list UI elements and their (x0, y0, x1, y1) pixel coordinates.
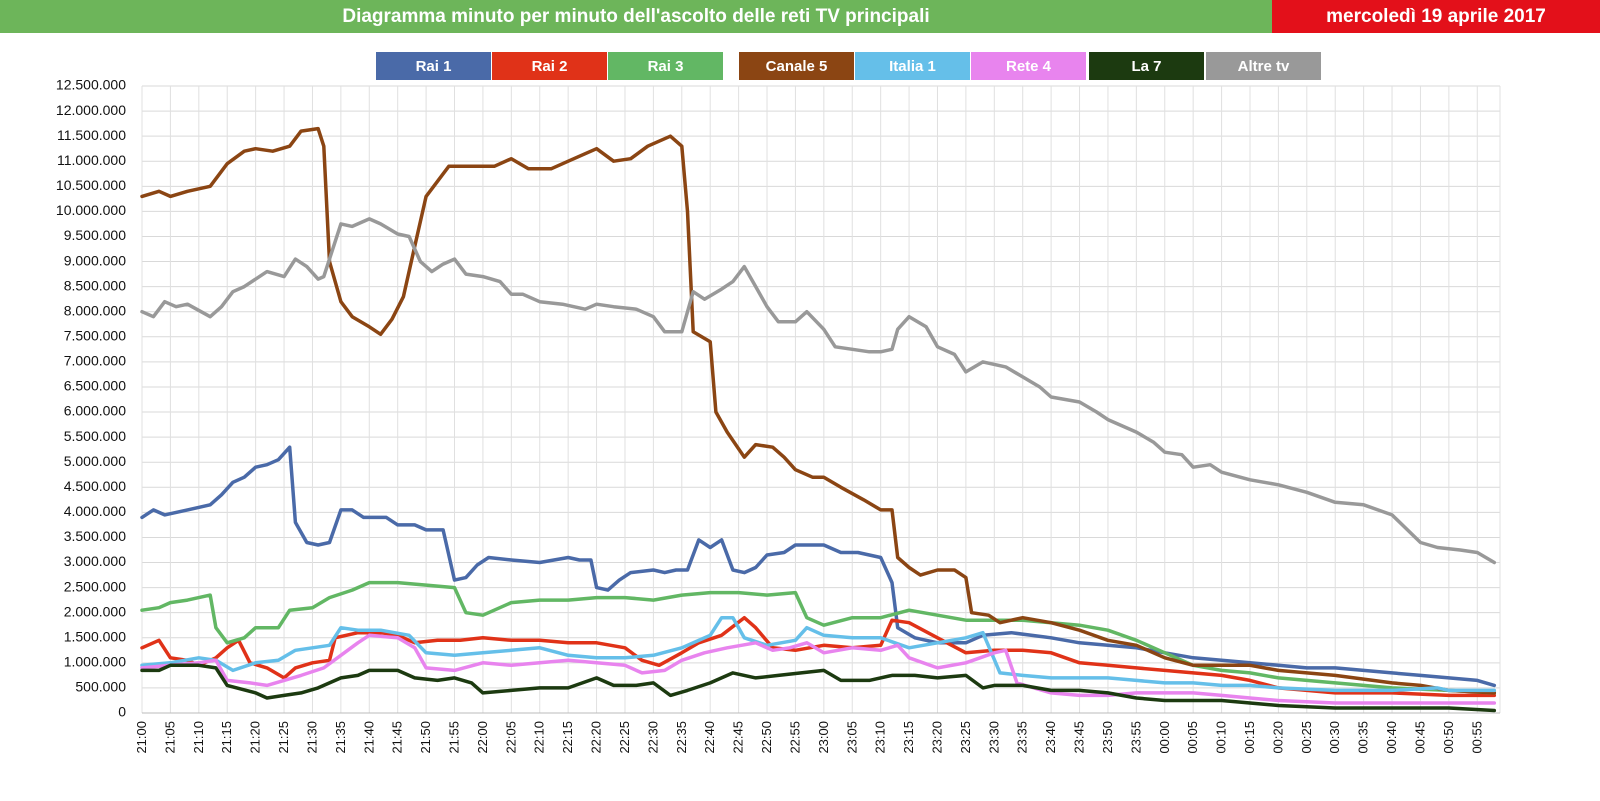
x-tick-label: 21:20 (248, 721, 263, 754)
x-tick-label: 21:45 (390, 721, 405, 754)
x-tick-label: 22:40 (702, 721, 717, 754)
series-line-la-7 (140, 663, 1497, 713)
x-tick-label: 23:00 (816, 721, 831, 754)
x-tick-label: 22:50 (759, 721, 774, 754)
x-tick-label: 21:55 (447, 721, 462, 754)
x-tick-label: 22:25 (617, 721, 632, 754)
series-lines (140, 126, 1497, 713)
x-tick-label: 23:30 (986, 721, 1001, 754)
y-axis: 0 500.000 1.000.000 1.500.000 2.000.000 2.500… (56, 77, 126, 720)
y-tick-label: 10.000.000 (56, 202, 126, 218)
x-tick-label: 00:50 (1441, 721, 1456, 754)
y-tick-label: 0 (118, 704, 126, 720)
y-tick-label: 1.500.000 (64, 628, 126, 644)
series-line-rete-4 (140, 633, 1497, 705)
legend: Rai 1 Rai 2 Rai 3 Canale 5 Italia 1 Rete… (0, 52, 1600, 80)
x-tick-label: 00:00 (1157, 721, 1172, 754)
chart-grid (141, 85, 1501, 714)
x-tick-label: 00:15 (1242, 721, 1257, 754)
y-tick-label: 7.000.000 (64, 353, 126, 369)
x-tick-label: 23:25 (958, 721, 973, 754)
y-tick-label: 9.500.000 (64, 227, 126, 243)
series-line-altre-tv (140, 217, 1497, 565)
x-tick-label: 23:20 (929, 721, 944, 754)
x-tick-label: 22:45 (731, 721, 746, 754)
y-tick-label: 5.000.000 (64, 453, 126, 469)
x-tick-label: 21:10 (191, 721, 206, 754)
x-tick-label: 00:10 (1214, 721, 1229, 754)
y-tick-label: 12.500.000 (56, 77, 126, 93)
x-tick-label: 00:40 (1384, 721, 1399, 754)
x-tick-label: 00:05 (1185, 721, 1200, 754)
x-tick-label: 22:15 (560, 721, 575, 754)
x-tick-label: 22:10 (532, 721, 547, 754)
y-tick-label: 11.500.000 (57, 127, 126, 143)
x-tick-label: 00:25 (1299, 721, 1314, 754)
x-tick-label: 23:05 (844, 721, 859, 754)
y-tick-label: 8.000.000 (64, 302, 126, 318)
x-tick-label: 23:45 (1072, 721, 1087, 754)
legend-item-rai2: Rai 2 (492, 52, 607, 80)
x-tick-label: 00:55 (1469, 721, 1484, 754)
y-tick-label: 2.000.000 (64, 603, 126, 619)
y-tick-label: 1.000.000 (64, 654, 126, 670)
x-tick-label: 00:20 (1270, 721, 1285, 754)
x-tick-label: 21:35 (333, 721, 348, 754)
y-tick-label: 4.500.000 (64, 478, 126, 494)
series-line-italia-1 (140, 615, 1497, 693)
x-tick-label: 23:55 (1128, 721, 1143, 754)
x-tick-label: 21:05 (162, 721, 177, 754)
x-tick-label: 23:50 (1100, 721, 1115, 754)
y-tick-label: 3.000.000 (64, 553, 126, 569)
date-badge: mercoledì 19 aprile 2017 (1272, 0, 1600, 33)
series-line-canale-5 (140, 126, 1497, 695)
x-tick-label: 21:50 (418, 721, 433, 754)
x-tick-label: 22:30 (645, 721, 660, 754)
y-tick-label: 6.000.000 (64, 403, 126, 419)
x-tick-label: 23:40 (1043, 721, 1058, 754)
x-tick-label: 23:15 (901, 721, 916, 754)
x-tick-label: 21:00 (134, 721, 149, 754)
legend-item-canale5: Canale 5 (739, 52, 854, 80)
y-tick-label: 500.000 (75, 679, 126, 695)
y-tick-label: 9.000.000 (64, 252, 126, 268)
y-tick-label: 6.500.000 (64, 378, 126, 394)
y-tick-label: 4.000.000 (64, 503, 126, 519)
series-line-rai-2 (140, 615, 1497, 698)
y-tick-label: 7.500.000 (64, 328, 126, 344)
x-tick-label: 00:45 (1412, 721, 1427, 754)
x-tick-label: 22:00 (475, 721, 490, 754)
legend-item-la7: La 7 (1089, 52, 1204, 80)
series-line-rai-3 (140, 580, 1497, 695)
x-tick-label: 21:15 (219, 721, 234, 754)
x-tick-label: 21:40 (361, 721, 376, 754)
legend-item-rai3: Rai 3 (608, 52, 723, 80)
y-tick-label: 11.000.000 (57, 152, 126, 168)
legend-item-rete4: Rete 4 (971, 52, 1086, 80)
chart-title: Diagramma minuto per minuto dell'ascolto… (0, 0, 1272, 33)
x-tick-label: 23:35 (1015, 721, 1030, 754)
y-tick-label: 12.000.000 (56, 102, 126, 118)
y-tick-label: 8.500.000 (64, 277, 126, 293)
x-tick-label: 00:35 (1356, 721, 1371, 754)
x-tick-label: 23:10 (873, 721, 888, 754)
x-tick-label: 22:05 (503, 721, 518, 754)
x-tick-label: 22:55 (787, 721, 802, 754)
y-tick-label: 5.500.000 (64, 428, 126, 444)
x-tick-label: 22:20 (589, 721, 604, 754)
x-tick-label: 21:25 (276, 721, 291, 754)
x-axis: 21:00 21:05 21:10 21:15 21:20 21:25 21:30 21:35… (134, 721, 1484, 754)
x-tick-label: 21:30 (304, 721, 319, 754)
legend-item-altre-tv: Altre tv (1206, 52, 1321, 80)
y-tick-label: 2.500.000 (64, 578, 126, 594)
y-tick-label: 3.500.000 (64, 528, 126, 544)
series-line-rai-1 (140, 445, 1497, 688)
legend-item-italia1: Italia 1 (855, 52, 970, 80)
y-tick-label: 10.500.000 (56, 177, 126, 193)
x-tick-label: 22:35 (674, 721, 689, 754)
legend-item-rai1: Rai 1 (376, 52, 491, 80)
x-tick-label: 00:30 (1327, 721, 1342, 754)
